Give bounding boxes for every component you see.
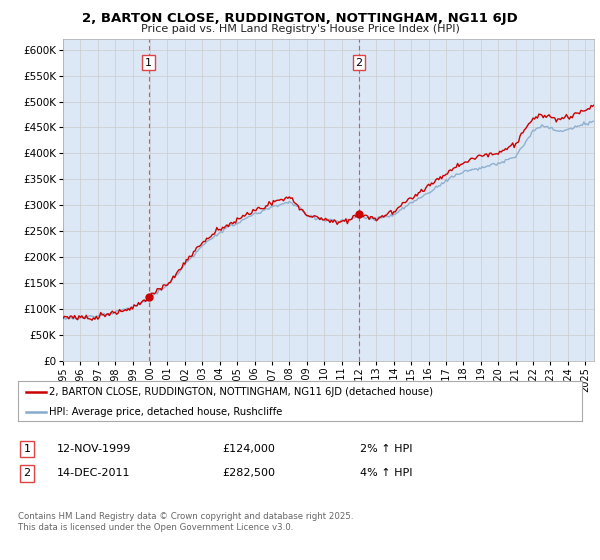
Text: 1: 1 xyxy=(23,444,31,454)
Text: Price paid vs. HM Land Registry's House Price Index (HPI): Price paid vs. HM Land Registry's House … xyxy=(140,24,460,34)
Text: 4% ↑ HPI: 4% ↑ HPI xyxy=(360,468,413,478)
Text: 2: 2 xyxy=(23,468,31,478)
Text: 2% ↑ HPI: 2% ↑ HPI xyxy=(360,444,413,454)
Text: £124,000: £124,000 xyxy=(222,444,275,454)
Text: 14-DEC-2011: 14-DEC-2011 xyxy=(57,468,131,478)
Text: 12-NOV-1999: 12-NOV-1999 xyxy=(57,444,131,454)
Text: 1: 1 xyxy=(145,58,152,68)
Text: 2, BARTON CLOSE, RUDDINGTON, NOTTINGHAM, NG11 6JD: 2, BARTON CLOSE, RUDDINGTON, NOTTINGHAM,… xyxy=(82,12,518,25)
Text: 2, BARTON CLOSE, RUDDINGTON, NOTTINGHAM, NG11 6JD (detached house): 2, BARTON CLOSE, RUDDINGTON, NOTTINGHAM,… xyxy=(49,387,433,397)
Text: Contains HM Land Registry data © Crown copyright and database right 2025.
This d: Contains HM Land Registry data © Crown c… xyxy=(18,512,353,532)
Text: 2: 2 xyxy=(355,58,362,68)
Text: £282,500: £282,500 xyxy=(222,468,275,478)
Text: HPI: Average price, detached house, Rushcliffe: HPI: Average price, detached house, Rush… xyxy=(49,407,283,417)
